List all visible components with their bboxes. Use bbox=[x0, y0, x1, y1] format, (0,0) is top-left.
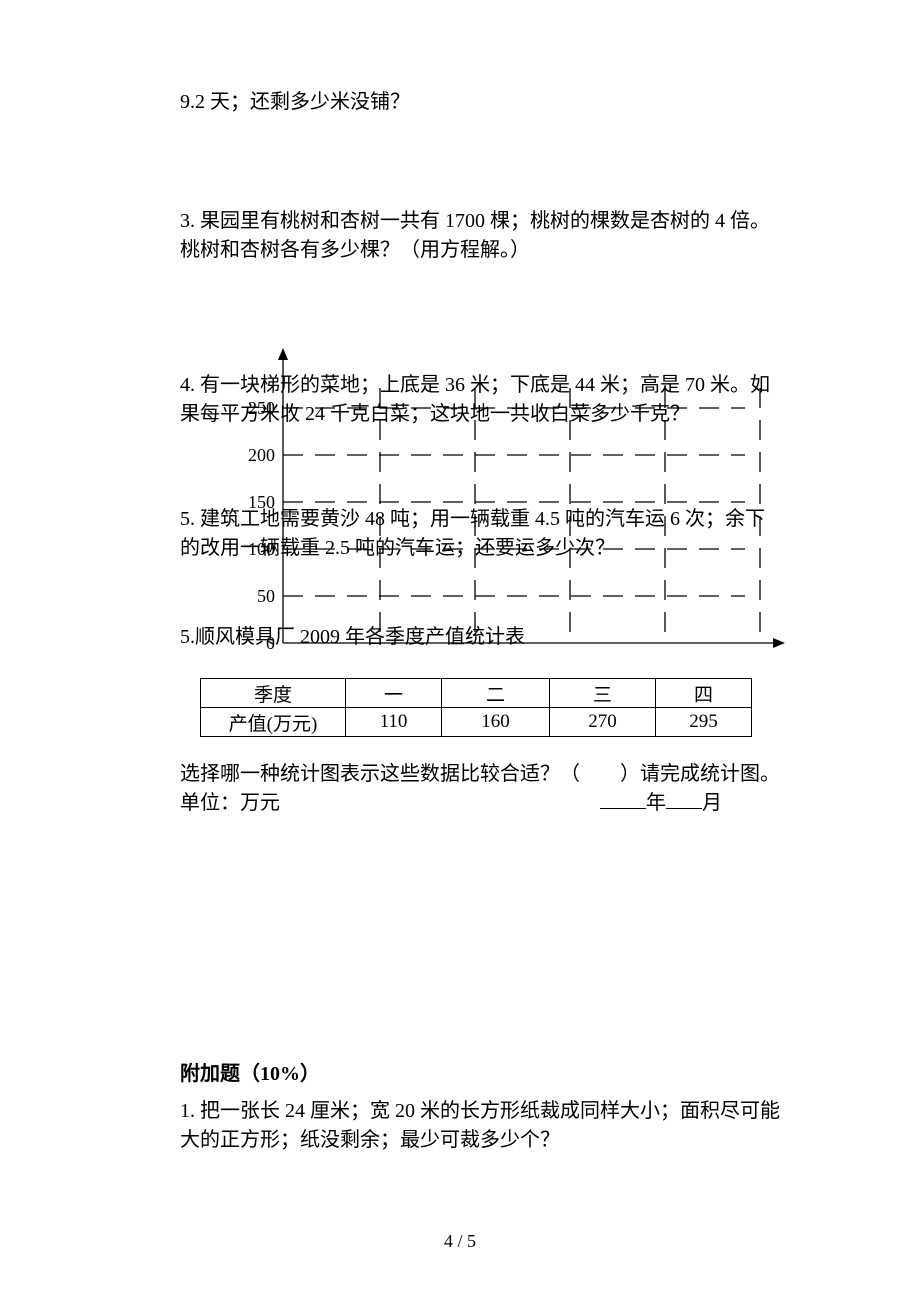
td-v2: 160 bbox=[442, 708, 550, 737]
month-char: 月 bbox=[702, 792, 722, 814]
unit-label: 单位：万元 bbox=[180, 792, 280, 814]
after-line2: 单位：万元 年 月 bbox=[180, 789, 780, 818]
bonus-q1: 1. 把一张长 24 厘米；宽 20 米的长方形纸裁成同样大小；面积尽可能大的正… bbox=[180, 1097, 780, 1155]
td-label: 产值(万元) bbox=[201, 708, 346, 737]
year-char: 年 bbox=[646, 792, 666, 814]
td-v1: 110 bbox=[346, 708, 442, 737]
after-line1: 选择哪一种统计图表示这些数据比较合适？（ ）请完成统计图。 bbox=[180, 760, 780, 789]
th-q2: 二 bbox=[442, 679, 550, 708]
q-top: 9.2 天；还剩多少米没铺？ bbox=[180, 88, 772, 117]
data-table: 季度 一 二 三 四 产值(万元) 110 160 270 295 bbox=[200, 678, 752, 737]
q3: 3. 果园里有桃树和杏树一共有 1700 棵；桃树的棵数是杏树的 4 倍。桃树和… bbox=[180, 207, 772, 265]
q4: 4. 有一块梯形的菜地；上底是 36 米；下底是 44 米；高是 70 米。如果… bbox=[180, 371, 772, 429]
td-v4: 295 bbox=[656, 708, 752, 737]
q5b: 5.顺风模具厂 2009 年各季度产值统计表 bbox=[180, 623, 772, 652]
td-v3: 270 bbox=[550, 708, 656, 737]
th-q4: 四 bbox=[656, 679, 752, 708]
q5: 5. 建筑工地需要黄沙 48 吨；用一辆载重 4.5 吨的汽车运 6 次；余下的… bbox=[180, 505, 772, 563]
blank-month[interactable] bbox=[666, 808, 702, 809]
th-q1: 一 bbox=[346, 679, 442, 708]
blank-year[interactable] bbox=[600, 808, 646, 809]
page-footer: 4 / 5 bbox=[0, 1231, 920, 1252]
bonus-title: 附加题（10%） bbox=[180, 1060, 780, 1089]
th-quarter: 季度 bbox=[201, 679, 346, 708]
th-q3: 三 bbox=[550, 679, 656, 708]
